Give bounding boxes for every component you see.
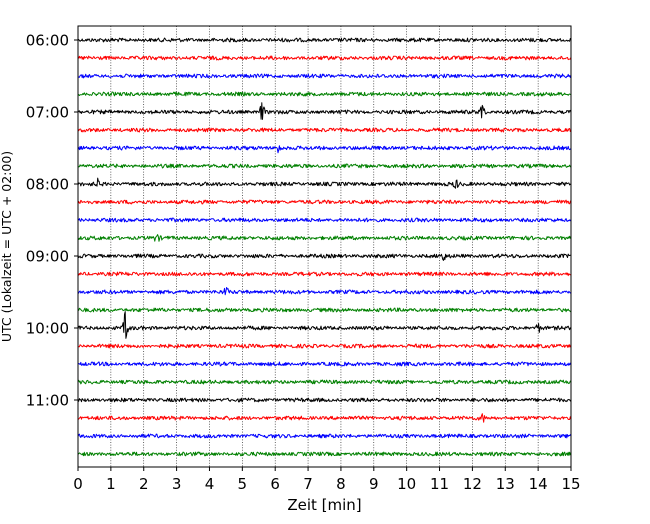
seismic-trace bbox=[77, 253, 572, 261]
x-tick-label: 9 bbox=[369, 475, 379, 493]
x-tick-label: 7 bbox=[303, 475, 313, 493]
seismic-trace bbox=[77, 73, 572, 79]
x-tick-label: 13 bbox=[496, 475, 515, 493]
trace-layer bbox=[77, 37, 572, 457]
grid-layer bbox=[110, 26, 539, 467]
seismic-trace bbox=[77, 55, 572, 61]
y-tick-label: 11:00 bbox=[26, 392, 69, 410]
seismic-trace bbox=[77, 91, 572, 97]
seismic-trace bbox=[77, 379, 572, 385]
y-tick-label: 06:00 bbox=[26, 32, 69, 50]
x-tick-label: 0 bbox=[73, 475, 83, 493]
x-tick-label: 8 bbox=[336, 475, 346, 493]
seismic-trace bbox=[78, 307, 572, 313]
x-tick-label: 12 bbox=[463, 475, 482, 493]
x-tick-label: 14 bbox=[529, 475, 548, 493]
seismic-trace bbox=[77, 287, 572, 296]
seismic-trace bbox=[77, 361, 572, 367]
y-tick-label: 07:00 bbox=[26, 104, 69, 122]
seismic-trace bbox=[77, 102, 572, 120]
y-tick-label: 10:00 bbox=[26, 320, 69, 338]
plot-frame bbox=[77, 25, 572, 468]
seismic-trace bbox=[77, 397, 572, 403]
seismic-trace bbox=[77, 199, 572, 205]
y-tick-label: 09:00 bbox=[26, 248, 69, 266]
x-tick-label: 10 bbox=[397, 475, 416, 493]
x-axis-label: Zeit [min] bbox=[287, 496, 361, 514]
seismic-trace bbox=[77, 177, 572, 189]
seismic-trace bbox=[77, 127, 572, 133]
seismic-trace bbox=[77, 413, 572, 423]
seismic-trace bbox=[77, 145, 572, 154]
seismic-trace bbox=[77, 163, 571, 169]
seismic-trace bbox=[77, 311, 572, 339]
x-tick-label: 3 bbox=[172, 475, 182, 493]
x-axis: 0 1 2 3 4 5 6 7 8 9 10 11 12 13 14 15 bbox=[73, 467, 581, 493]
seismic-trace bbox=[77, 451, 572, 457]
x-tick-label: 1 bbox=[106, 475, 116, 493]
seismic-trace bbox=[77, 217, 572, 223]
x-tick-label: 5 bbox=[238, 475, 248, 493]
y-tick-label: 08:00 bbox=[26, 176, 69, 194]
y-axis: 06:00 07:00 08:00 09:00 10:00 11:00 bbox=[26, 32, 78, 410]
seismic-trace bbox=[77, 271, 572, 277]
x-tick-label: 11 bbox=[430, 475, 449, 493]
x-tick-label: 4 bbox=[205, 475, 215, 493]
seismic-trace bbox=[77, 37, 571, 43]
x-tick-label: 2 bbox=[139, 475, 149, 493]
y-axis-label: UTC (Lokalzeit = UTC + 02:00) bbox=[0, 151, 14, 342]
seismic-trace bbox=[77, 433, 572, 439]
x-tick-label: 15 bbox=[561, 475, 580, 493]
seismic-trace bbox=[77, 234, 572, 242]
x-tick-label: 6 bbox=[270, 475, 280, 493]
seismic-trace bbox=[77, 343, 572, 349]
